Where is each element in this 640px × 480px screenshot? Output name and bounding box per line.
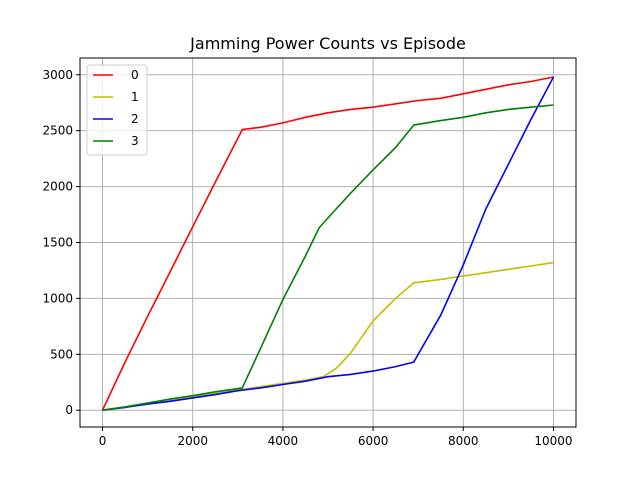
x-tick-label: 8000 [448,434,479,448]
axes: 0 2000 4000 6000 8000 10000 0 500 1000 1500 2000 25… [42,68,572,448]
series-line-3 [102,104,554,411]
y-tick-label: 500 [50,347,73,361]
series-line-0 [101,76,554,411]
legend-label-3: 3 [131,134,139,148]
legend-label-0: 0 [131,68,139,82]
y-tick-label: 0 [65,403,73,417]
x-tick-label: 2000 [177,434,208,448]
chart-title: Jamming Power Counts vs Episode [189,34,466,53]
series-line-2 [102,76,555,411]
y-tick-label: 1000 [42,291,73,305]
x-tick-label: 0 [99,434,107,448]
grid [80,58,576,427]
legend-label-1: 1 [131,90,139,104]
series-lines [101,76,555,411]
x-tick-label: 4000 [268,434,299,448]
legend-box [86,64,148,156]
legend-label-2: 2 [131,112,139,126]
y-tick-label: 2000 [42,180,73,194]
x-tick-label: 6000 [358,434,389,448]
y-tick-label: 3000 [42,68,73,82]
y-tick-label: 1500 [42,236,73,250]
series-line-1 [102,261,554,411]
x-tick-label: 10000 [534,434,572,448]
legend: 0 1 2 3 [86,64,148,156]
y-tick-label: 2500 [42,124,73,138]
